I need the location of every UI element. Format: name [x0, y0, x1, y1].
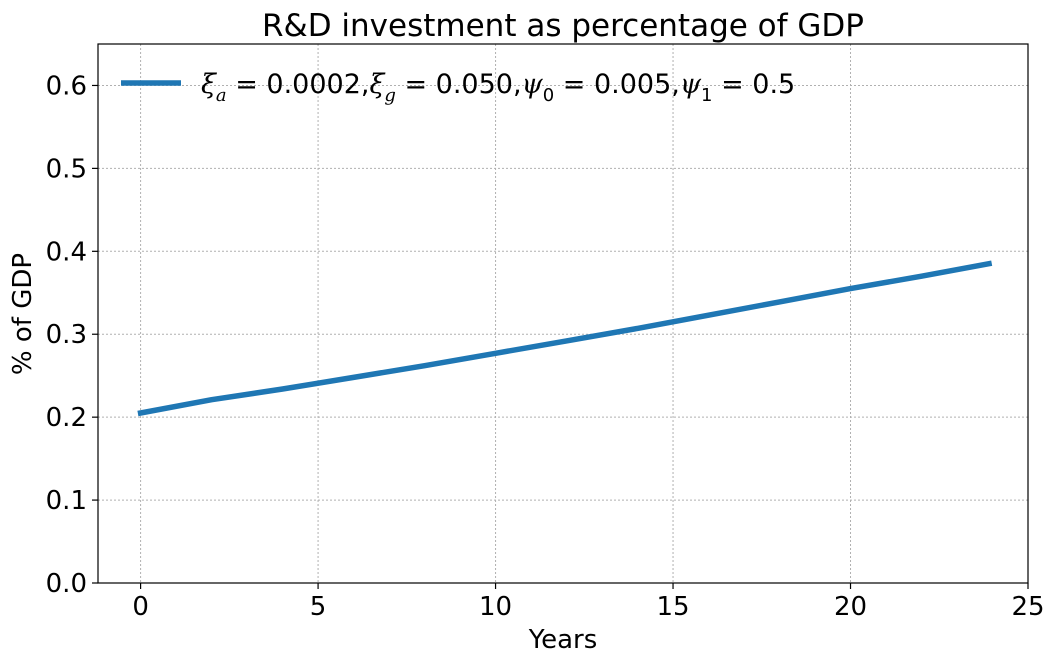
y-axis-label: % of GDP [8, 253, 38, 375]
x-tick-label: 5 [310, 592, 327, 622]
x-tick-label: 15 [656, 592, 689, 622]
x-tick-label: 10 [479, 592, 512, 622]
y-tick-label: 0.3 [46, 320, 87, 350]
y-tick-label: 0.5 [46, 154, 87, 184]
grid-layer [98, 44, 1029, 584]
y-tick-label: 0.1 [46, 486, 87, 516]
y-tick-label: 0.2 [46, 403, 87, 433]
legend: ξa = 0.0002,ξg = 0.050,ψ0 = 0.005,ψ1 = 0… [121, 69, 795, 106]
y-tick-label: 0.6 [46, 71, 87, 101]
x-tick-label: 25 [1011, 592, 1044, 622]
legend-label: ξa = 0.0002,ξg = 0.050,ψ0 = 0.005,ψ1 = 0… [201, 69, 795, 106]
x-tick-label: 0 [132, 592, 149, 622]
tick-layer: 0 5 10 15 20 25 0.0 0.1 0.2 0.3 0.4 0.5 0.6 [46, 71, 1045, 622]
plot-frame [97, 43, 1029, 584]
x-tick-label: 20 [834, 592, 867, 622]
x-axis-label: Years [528, 625, 598, 655]
series-line [137, 260, 993, 417]
series-layer [137, 260, 993, 417]
y-tick-label: 0.0 [46, 569, 87, 599]
y-tick-label: 0.4 [46, 237, 87, 267]
chart-title: R&D investment as percentage of GDP [262, 8, 864, 44]
